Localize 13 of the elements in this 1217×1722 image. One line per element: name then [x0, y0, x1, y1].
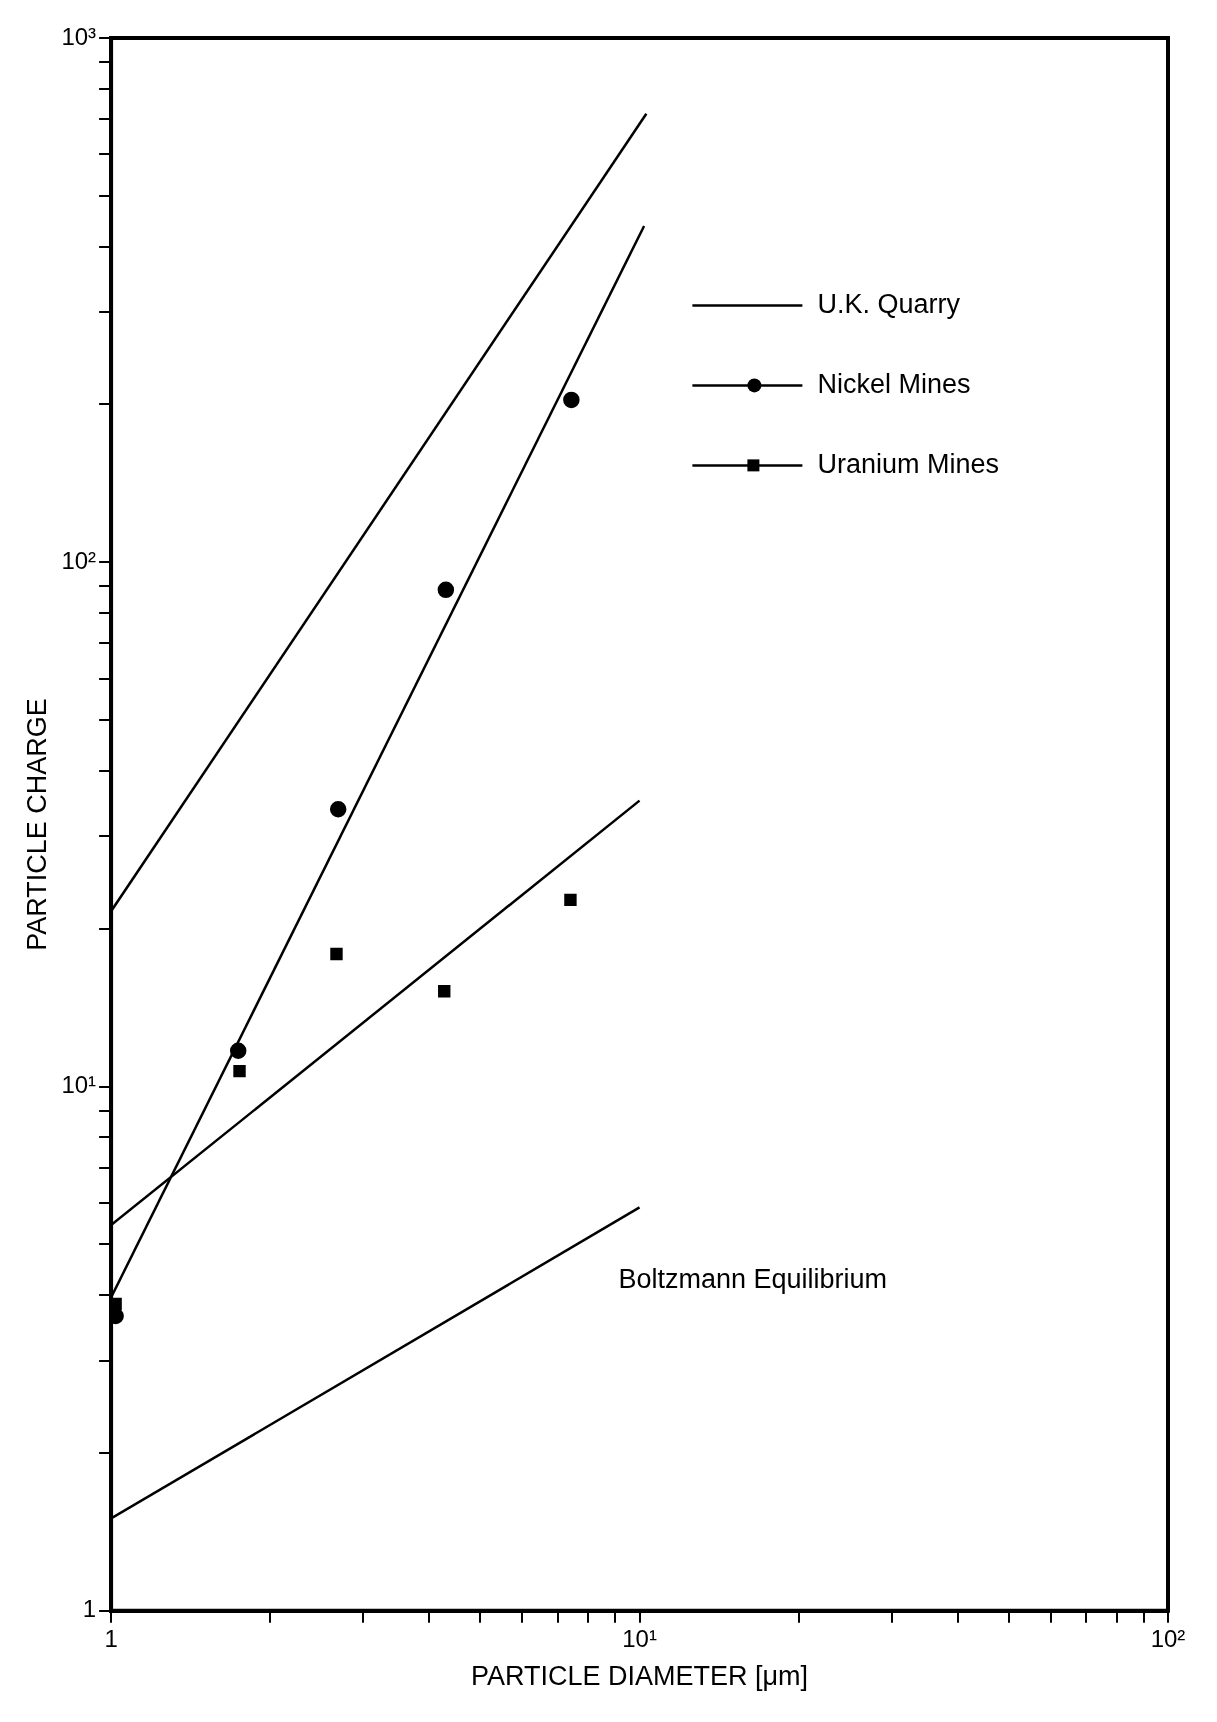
y-tick-label: 1 [82, 1595, 97, 1623]
y-tick-label: 10³ [61, 22, 97, 50]
x-axis-title: PARTICLE DIAMETER [μm] [470, 1661, 809, 1692]
y-tick-label: 10¹ [61, 1071, 97, 1099]
y-tick-label: 10² [61, 546, 97, 574]
legend-label: Uranium Mines [817, 448, 999, 479]
x-tick-label: 10² [1150, 1624, 1186, 1652]
x-tick-label: 1 [104, 1624, 118, 1652]
legend-label: U.K. Quarry [817, 288, 961, 319]
x-tick-label: 10¹ [622, 1624, 657, 1652]
annotation: Boltzmann Equilibrium [618, 1263, 888, 1294]
legend-label: Nickel Mines [817, 368, 971, 399]
y-axis-title: PARTICLE CHARGE [21, 698, 52, 951]
